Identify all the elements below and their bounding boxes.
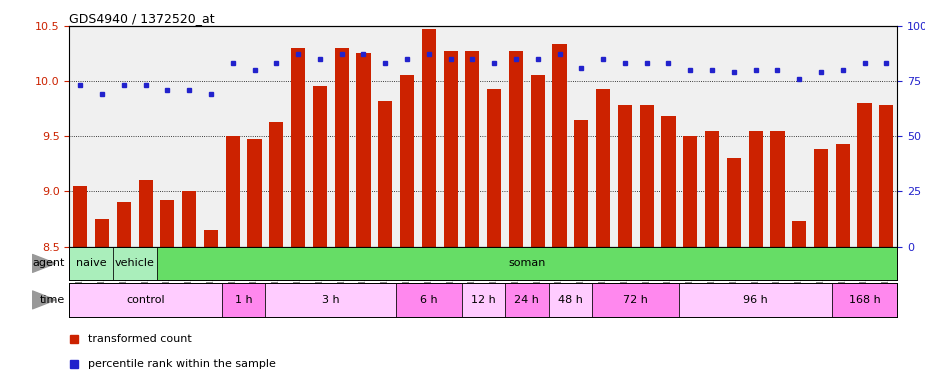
Bar bbox=[69, 247, 113, 280]
Text: 3 h: 3 h bbox=[322, 295, 339, 305]
Polygon shape bbox=[32, 291, 56, 309]
Bar bbox=[269, 122, 283, 247]
Bar bbox=[857, 103, 871, 247]
Text: vehicle: vehicle bbox=[115, 258, 154, 268]
Bar bbox=[832, 283, 897, 317]
Bar bbox=[248, 139, 262, 247]
Bar bbox=[160, 200, 175, 247]
Bar bbox=[444, 51, 458, 247]
Bar bbox=[727, 158, 741, 247]
Bar bbox=[639, 105, 654, 247]
Bar bbox=[226, 136, 240, 247]
Text: transformed count: transformed count bbox=[88, 334, 191, 344]
Bar bbox=[814, 149, 828, 247]
Bar bbox=[618, 105, 632, 247]
Bar bbox=[139, 180, 153, 247]
Bar bbox=[679, 283, 832, 317]
Bar bbox=[117, 202, 131, 247]
Bar bbox=[422, 29, 436, 247]
Bar bbox=[661, 116, 675, 247]
Text: GDS4940 / 1372520_at: GDS4940 / 1372520_at bbox=[69, 12, 215, 25]
Text: 72 h: 72 h bbox=[623, 295, 648, 305]
Bar bbox=[156, 247, 897, 280]
Bar bbox=[204, 230, 218, 247]
Bar bbox=[113, 247, 156, 280]
Text: 12 h: 12 h bbox=[471, 295, 496, 305]
Bar bbox=[400, 75, 414, 247]
Bar bbox=[356, 53, 371, 247]
Bar bbox=[378, 101, 392, 247]
Text: 1 h: 1 h bbox=[235, 295, 253, 305]
Text: time: time bbox=[40, 295, 65, 305]
Polygon shape bbox=[32, 255, 56, 272]
Bar bbox=[552, 45, 567, 247]
Bar bbox=[705, 131, 719, 247]
Bar bbox=[748, 131, 763, 247]
Bar bbox=[531, 75, 545, 247]
Bar bbox=[684, 136, 697, 247]
Bar bbox=[95, 219, 109, 247]
Text: 168 h: 168 h bbox=[849, 295, 881, 305]
Bar bbox=[396, 283, 462, 317]
Text: 96 h: 96 h bbox=[744, 295, 768, 305]
Bar bbox=[291, 48, 305, 247]
Bar bbox=[313, 86, 327, 247]
Bar bbox=[265, 283, 396, 317]
Bar bbox=[574, 119, 588, 247]
Text: 48 h: 48 h bbox=[558, 295, 583, 305]
Bar bbox=[505, 283, 549, 317]
Bar bbox=[335, 48, 349, 247]
Text: 6 h: 6 h bbox=[420, 295, 438, 305]
Bar bbox=[596, 89, 611, 247]
Bar bbox=[462, 283, 505, 317]
Bar bbox=[880, 105, 894, 247]
Text: control: control bbox=[127, 295, 165, 305]
Bar bbox=[549, 283, 592, 317]
Bar bbox=[835, 144, 850, 247]
Text: soman: soman bbox=[508, 258, 546, 268]
Text: agent: agent bbox=[32, 258, 65, 268]
Bar bbox=[592, 283, 679, 317]
Bar bbox=[792, 221, 807, 247]
Text: 24 h: 24 h bbox=[514, 295, 539, 305]
Bar bbox=[182, 191, 196, 247]
Bar bbox=[222, 283, 265, 317]
Bar bbox=[73, 186, 87, 247]
Text: percentile rank within the sample: percentile rank within the sample bbox=[88, 359, 276, 369]
Text: naive: naive bbox=[76, 258, 106, 268]
Bar bbox=[487, 89, 501, 247]
Bar bbox=[509, 51, 523, 247]
Bar bbox=[771, 131, 784, 247]
Bar bbox=[69, 283, 222, 317]
Bar bbox=[465, 51, 479, 247]
